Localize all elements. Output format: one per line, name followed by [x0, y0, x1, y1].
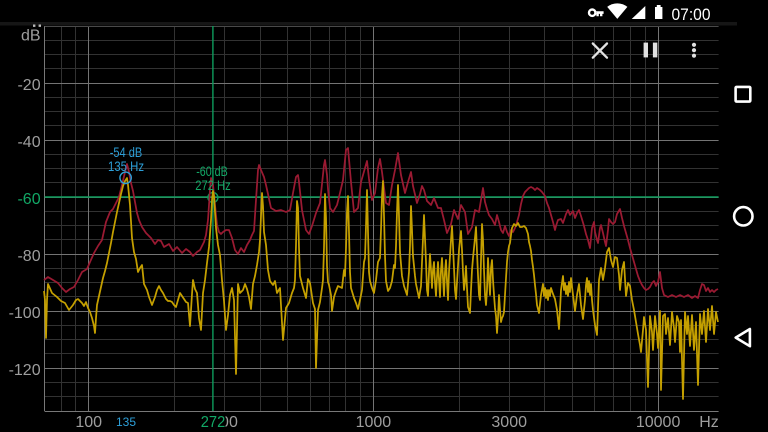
svg-text:-60 dB: -60 dB	[196, 164, 228, 179]
svg-text:1000: 1000	[356, 414, 392, 431]
svg-text:-120: -120	[9, 362, 41, 379]
svg-text:-60: -60	[17, 191, 40, 208]
svg-text:3000: 3000	[491, 414, 527, 431]
svg-text:-54 dB: -54 dB	[110, 145, 143, 160]
svg-text:135: 135	[116, 415, 136, 429]
svg-text:Hz: Hz	[699, 414, 719, 431]
svg-text:-40: -40	[17, 134, 40, 151]
svg-text:272 Hz: 272 Hz	[195, 178, 231, 193]
svg-text:100: 100	[75, 414, 102, 431]
svg-text:-80: -80	[17, 248, 40, 265]
svg-text:135 Hz: 135 Hz	[108, 159, 144, 174]
svg-text:dB: dB	[21, 28, 41, 45]
svg-text:272: 272	[201, 414, 226, 431]
svg-text:07:00: 07:00	[672, 5, 711, 24]
svg-text:-20: -20	[17, 77, 40, 94]
svg-text:10000: 10000	[636, 414, 681, 431]
svg-text:-100: -100	[9, 305, 41, 322]
